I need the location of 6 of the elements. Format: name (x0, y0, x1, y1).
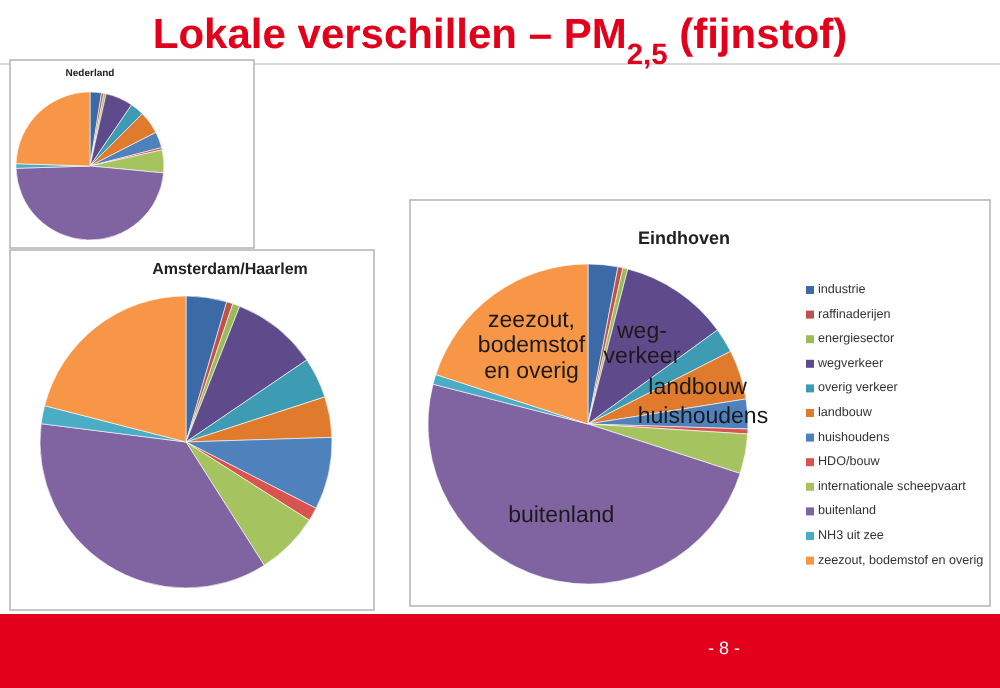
text: Eindhoven (637, 228, 731, 248)
slice-label: buitenland (508, 504, 615, 529)
text: Lokale verschillen – PM$_{2,5}$ (fijnstof) (152, 12, 848, 72)
slice-label: zeezout, bodemstof en overig (477, 309, 587, 384)
chart-title: Amsterdam/Haarlem (152, 260, 308, 278)
text: - 8 - (707, 638, 741, 658)
